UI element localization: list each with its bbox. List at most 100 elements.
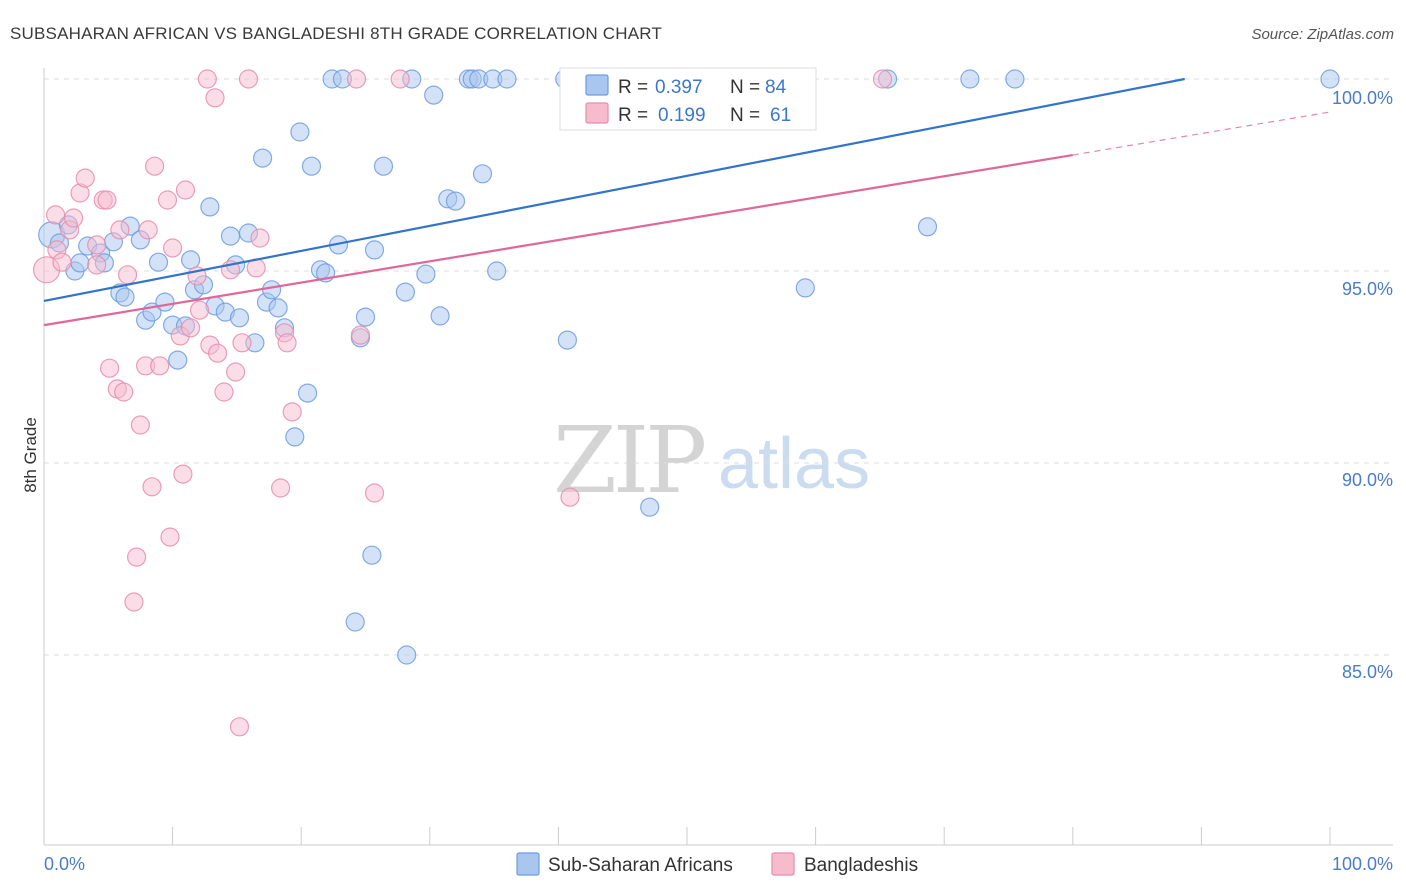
pink-point [130,415,150,435]
pink-point [97,190,117,210]
pink-point [52,252,72,272]
pink-point [63,208,84,228]
source-credit: Source: ZipAtlas.com [1251,26,1394,43]
pink-point [110,220,130,240]
pink-point [138,220,158,240]
stats-r-label-blue: R = [618,77,648,98]
y-tick-label-85: 85.0% [1342,662,1393,682]
x-tick-label-0: 0.0% [44,854,85,874]
stats-n-label-pink: N = [730,105,760,126]
blue-point [262,280,282,300]
blue-point [355,307,376,327]
gridlines [44,78,1393,656]
blue-point [285,427,305,447]
y-tick-label-95: 95.0% [1342,279,1393,299]
stats-n-value-blue: 84 [765,77,787,98]
legend-label-bangladeshis: Bangladeshis [804,855,918,876]
blue-point [200,197,220,217]
series-legend: Sub-Saharan Africans Bangladeshis [516,852,918,876]
pink-point [229,717,250,737]
pink-point [175,180,196,200]
pink-point [114,382,134,402]
blue-point [290,122,310,142]
blue-point [181,250,201,270]
stats-n-label-blue: N = [730,77,760,98]
x-tick-labels: 0.0% 100.0% [44,854,1393,874]
watermark: ZIP atlas [553,407,870,514]
blue-point [229,308,250,328]
blue-point [301,156,322,176]
blue-point [397,645,417,665]
pink-point [214,382,234,402]
stats-r-value-blue: 0.397 [655,77,703,98]
pink-point [163,238,183,258]
pink-point [232,333,252,353]
pink-point [150,356,170,376]
pink-point [160,527,180,547]
blue-point [345,612,365,632]
blue-point [168,350,188,370]
stats-legend: R = 0.397 N = 84 R = 0.199 N = 61 [559,67,817,131]
legend-label-sub-saharan-africans: Sub-Saharan Africans [548,855,733,876]
pink-point [205,88,225,108]
blue-point [373,156,394,176]
pink-point [872,69,893,89]
pink-point [238,69,259,89]
legend-swatch-blue [516,852,540,876]
y-tick-label-90: 90.0% [1342,470,1393,490]
x-tick-label-100: 100.0% [1332,854,1393,874]
axes [43,68,1393,846]
blue-point [960,69,980,89]
series-pink-points [32,69,893,737]
pink-point [157,190,178,210]
blue-point [298,383,318,403]
legend-swatch-pink [771,852,795,876]
pink-point [181,318,201,338]
pink-trend-line-extension [1072,111,1331,156]
pink-point [117,265,138,285]
blue-point [1320,69,1340,89]
pink-point [124,592,144,612]
pink-point [277,333,297,353]
pink-point [197,69,217,89]
pink-point [226,362,246,382]
pink-point [45,205,66,225]
pink-point [350,325,370,345]
pink-point [87,255,107,275]
pink-point [208,343,228,363]
pink-point [282,402,302,422]
blue-point [1005,69,1025,89]
legend-item-bangladeshis: Bangladeshis [771,852,918,876]
blue-point [395,282,415,302]
blue-point [253,148,273,168]
stats-n-value-pink: 61 [770,105,791,126]
y-axis-title: 8th Grade [21,417,40,493]
pink-point [250,228,270,248]
pink-point [99,358,120,378]
blue-point [497,69,517,89]
blue-point [416,264,436,284]
pink-point [364,483,385,503]
stats-r-label-pink: R = [618,105,648,126]
blue-point [445,191,466,211]
blue-point [487,261,507,281]
pink-point [145,156,165,176]
pink-point [142,477,162,497]
stats-legend-swatch-pink [585,102,609,124]
trend-lines [43,77,1331,327]
data-points [32,69,1340,737]
blue-point [640,497,660,517]
blue-point [472,164,493,184]
blue-point [268,298,288,318]
pink-point [271,478,291,498]
stats-r-value-pink: 0.199 [658,105,706,126]
blue-point [362,545,382,565]
pink-point [560,487,580,507]
legend-item-sub-saharan-africans: Sub-Saharan Africans [516,852,733,876]
pink-point [127,547,147,567]
blue-point [70,253,90,273]
pink-trend-line [43,153,1073,327]
blue-point [557,330,578,350]
blue-point [424,85,444,105]
pink-point [346,69,367,89]
